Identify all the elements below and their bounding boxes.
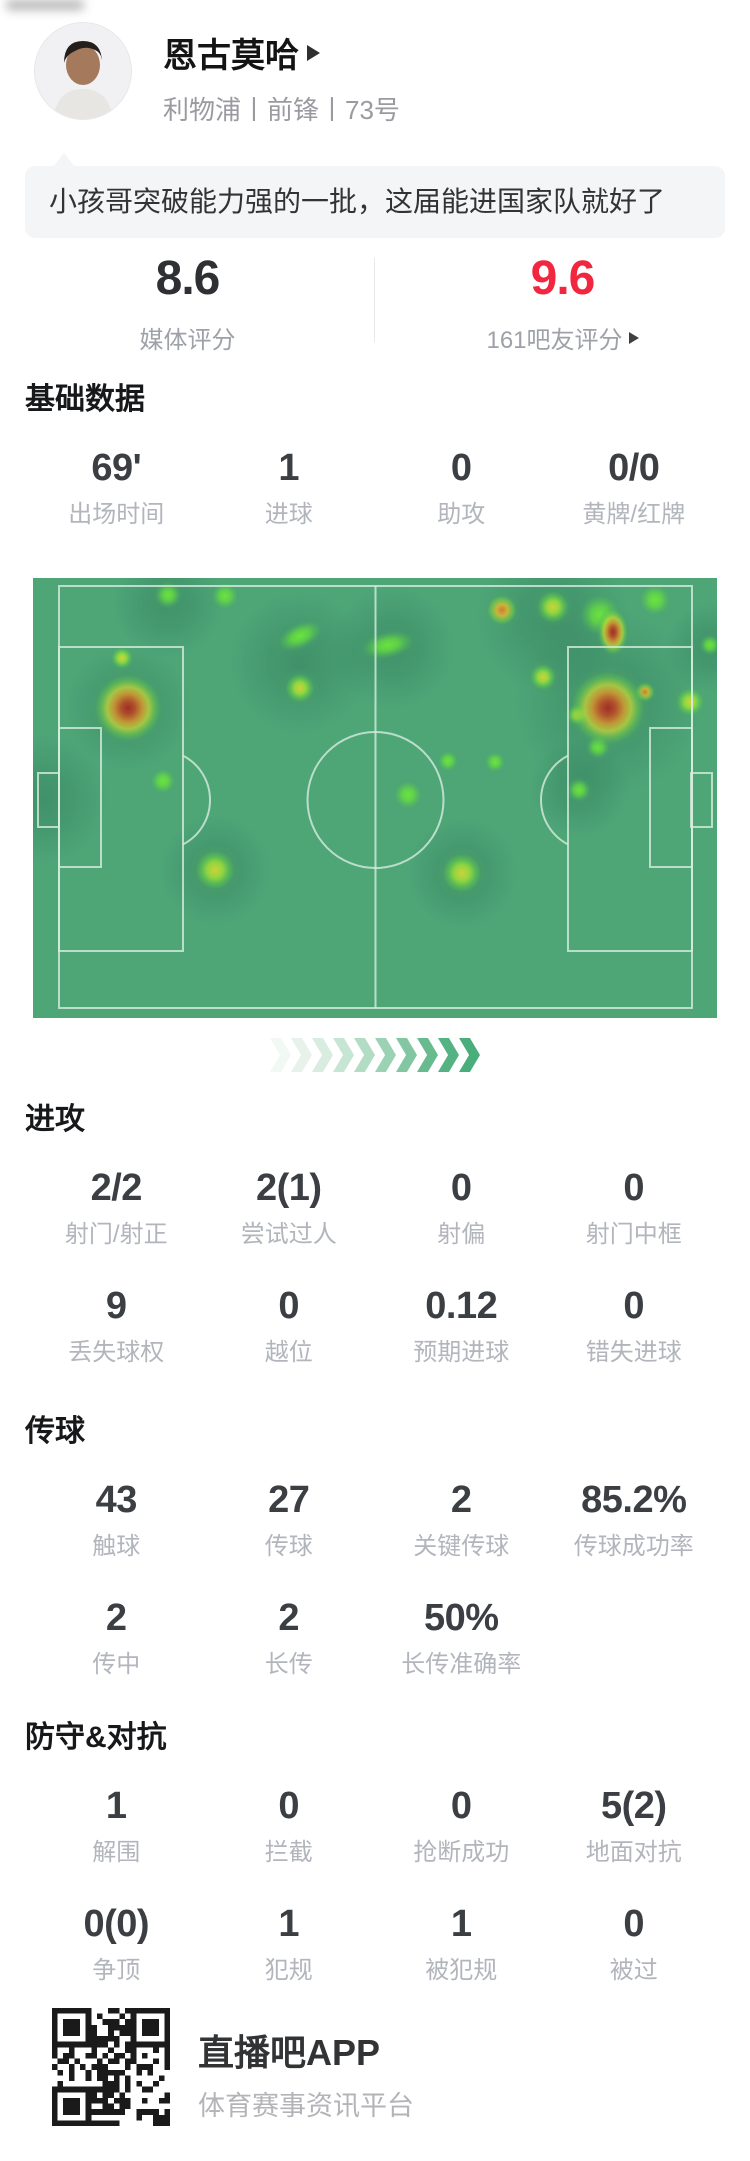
heat-blob-dark — [228, 591, 372, 735]
chevron-right-icon — [270, 1038, 291, 1072]
fans-rating-value: 9.6 — [530, 252, 596, 305]
section-title: 进攻 — [25, 1103, 85, 1136]
media-rating: 8.6 媒体评分 — [0, 252, 375, 355]
stat-interceptions: 0 拦截 — [264, 1785, 313, 1866]
heat-blob-green — [208, 579, 242, 613]
stat-row: 2/2 射门/射正 2(1) 尝试过人 0 射偏 0 射门中框 — [0, 1166, 750, 1250]
heat-blob-green — [147, 765, 179, 797]
stat-row: 0(0) 争顶 1 犯规 1 被犯规 0 被过 — [0, 1902, 750, 1986]
fan-quote-text: 小孩哥突破能力强的一批，这届能进国家队就好了 — [49, 186, 666, 217]
stat-dribbles: 2(1) 尝试过人 — [240, 1167, 337, 1248]
stat-pass-accuracy: 85.2% 传球成功率 — [573, 1479, 694, 1560]
heat-blob-yellow — [526, 660, 560, 694]
heat-blob-green — [697, 632, 717, 658]
chevron-right-icon — [312, 1038, 333, 1072]
stat-long-balls: 2 长传 — [264, 1597, 313, 1678]
chevron-right-icon — [375, 1038, 396, 1072]
section-title: 传球 — [25, 1415, 85, 1448]
stat-key-passes: 2 关键传球 — [413, 1479, 510, 1560]
stat-row: 9 丢失球权 0 越位 0.12 预期进球 0 错失进球 — [0, 1284, 750, 1368]
chevron-right-icon — [291, 1038, 312, 1072]
stat-row: 69' 出场时间 1 进球 0 助攻 0/0 黄牌/红牌 — [0, 446, 750, 530]
stat-passes: 27 传球 — [264, 1479, 313, 1560]
heat-blob-green — [435, 748, 461, 774]
stat-touches: 43 触球 — [92, 1479, 141, 1560]
chevron-right-icon — [459, 1038, 480, 1072]
stat-offsides: 0 越位 — [264, 1285, 313, 1366]
heat-blob-yellow — [189, 844, 241, 896]
stat-row: 43 触球 27 传球 2 关键传球 85.2% 传球成功率 — [0, 1478, 750, 1562]
section-title: 基础数据 — [25, 383, 145, 416]
app-tagline: 体育赛事资讯平台 — [198, 2091, 414, 2121]
stat-aerial-duels: 0(0) 争顶 — [83, 1903, 150, 1984]
heat-blob-yellow — [672, 684, 708, 720]
heat-blob-green — [390, 777, 426, 813]
stat-cards: 0/0 黄牌/红牌 — [582, 447, 686, 528]
section-defense: 防守&对抗 1 解围 0 拦截 0 抢断成功 5(2) 地面对抗 0(0) 争顶 1 犯规 … — [0, 1718, 750, 2020]
stat-tackles-won: 0 抢断成功 — [413, 1785, 510, 1866]
heat-blob-red — [90, 670, 166, 746]
screenshot-artifact — [6, 0, 84, 10]
stat-goals: 1 进球 — [264, 447, 313, 528]
heat-blob-orange — [483, 591, 521, 629]
stat-dribbled-past: 0 被过 — [609, 1903, 658, 1984]
fans-rating-arrow-icon — [628, 331, 639, 344]
player-name-link[interactable]: 恩古莫哈 — [163, 28, 320, 77]
app-name: 直播吧APP — [198, 2032, 381, 2073]
heat-blob-yellow — [281, 669, 319, 707]
stat-woodwork: 0 射门中框 — [585, 1167, 682, 1248]
chevron-right-icon — [354, 1038, 375, 1072]
stat-xg: 0.12 预期进球 — [413, 1285, 510, 1366]
player-name: 恩古莫哈 — [163, 37, 299, 75]
player-info: 利物浦丨前锋丨73号 — [163, 95, 400, 125]
heat-blob-red — [566, 666, 650, 750]
fans-rating[interactable]: 9.6 161吧友评分 — [375, 252, 750, 355]
media-rating-value: 8.6 — [155, 252, 221, 305]
media-rating-label: 媒体评分 — [139, 327, 236, 354]
app-qr-code — [52, 2008, 170, 2126]
stat-minutes: 69' 出场时间 — [68, 447, 165, 528]
stat-fouls: 1 犯规 — [264, 1903, 313, 1984]
stat-fouled: 1 被犯规 — [425, 1903, 498, 1984]
stat-clearances: 1 解围 — [92, 1785, 141, 1866]
fans-rating-label[interactable]: 161吧友评分 — [375, 320, 750, 355]
ratings-divider — [374, 258, 375, 342]
chevron-right-icon — [333, 1038, 354, 1072]
heat-blob-yellow — [532, 586, 574, 628]
section-title: 防守&对抗 — [25, 1721, 167, 1754]
stat-row: 2 传中 2 长传 50% 长传准确率 — [0, 1596, 750, 1680]
chevron-right-icon — [396, 1038, 417, 1072]
heat-blob-red — [596, 606, 630, 658]
stat-ground-duels: 5(2) 地面对抗 — [585, 1785, 682, 1866]
stat-chances-missed: 0 错失进球 — [585, 1285, 682, 1366]
avatar[interactable] — [34, 22, 132, 120]
chevron-right-icon — [417, 1038, 438, 1072]
ratings-bar: 8.6 媒体评分 9.6 161吧友评分 — [0, 252, 750, 355]
stat-long-ball-accuracy: 50% 长传准确率 — [401, 1597, 522, 1678]
stat-assists: 0 助攻 — [437, 447, 486, 528]
heat-blob-green — [482, 749, 508, 775]
stat-possession-lost: 9 丢失球权 — [68, 1285, 165, 1366]
section-attack: 进攻 2/2 射门/射正 2(1) 尝试过人 0 射偏 0 射门中框 9 丢失球权 0 越位… — [0, 1100, 750, 1402]
stat-empty — [548, 1596, 721, 1680]
bubble-tail — [53, 153, 75, 167]
section-passing: 传球 43 触球 27 传球 2 关键传球 85.2% 传球成功率 2 传中 2 长传 50… — [0, 1412, 750, 1714]
heat-blob-yellow — [108, 644, 136, 672]
stat-crosses: 2 传中 — [92, 1597, 141, 1678]
chevron-right-icon — [438, 1038, 459, 1072]
player-detail-arrow-icon — [307, 44, 320, 61]
avatar-placeholder-image — [35, 23, 131, 119]
stat-shots: 2/2 射门/射正 — [64, 1167, 168, 1248]
heat-blob-yellow — [436, 847, 488, 899]
pitch-lines — [37, 585, 713, 1009]
section-basic-stats: 基础数据 69' 出场时间 1 进球 0 助攻 0/0 黄牌/红牌 — [0, 380, 750, 564]
heat-blob-green — [151, 578, 185, 612]
direction-of-play-chevrons — [0, 1038, 750, 1072]
stat-shots-off: 0 射偏 — [437, 1167, 486, 1248]
stat-row: 1 解围 0 拦截 0 抢断成功 5(2) 地面对抗 — [0, 1784, 750, 1868]
position-heatmap — [33, 578, 717, 1018]
fan-quote-bubble: 小孩哥突破能力强的一批，这届能进国家队就好了 — [25, 153, 725, 238]
